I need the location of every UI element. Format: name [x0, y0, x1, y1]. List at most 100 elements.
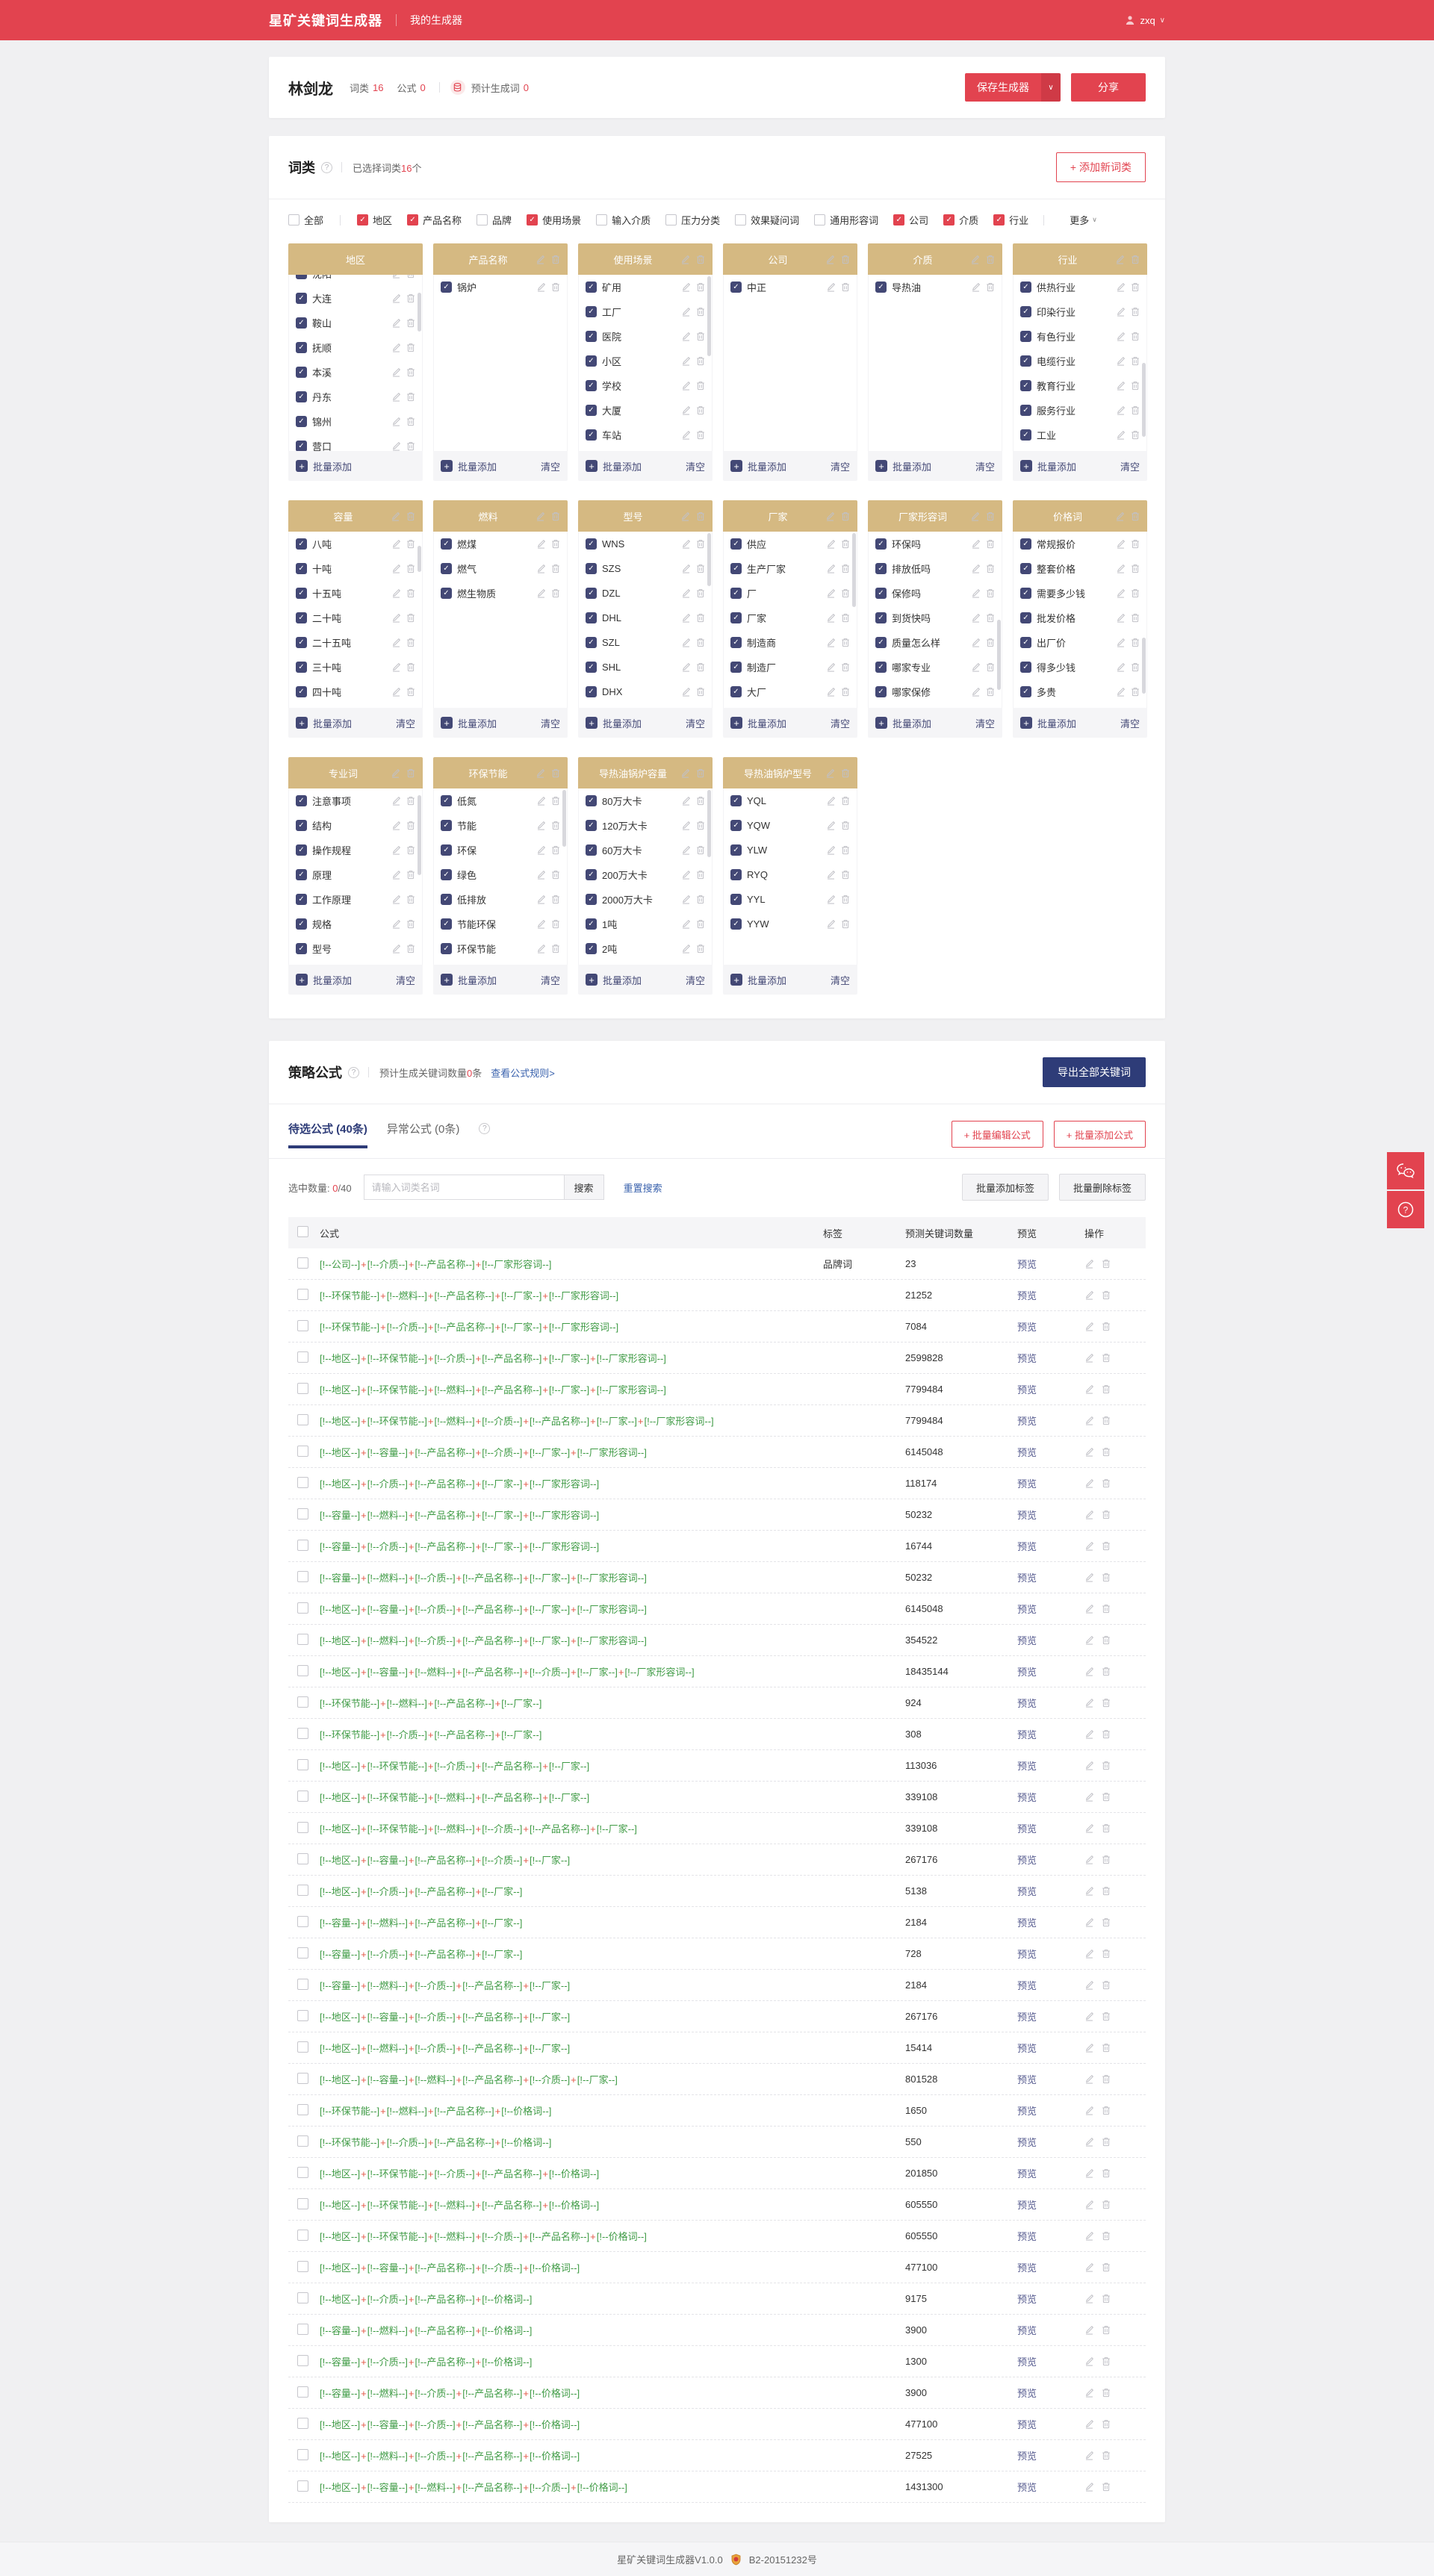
preview-link[interactable]: 预览: [1017, 2325, 1037, 2336]
edit-icon[interactable]: [826, 564, 836, 573]
edit-icon[interactable]: [391, 417, 401, 426]
delete-icon[interactable]: [696, 430, 705, 440]
item-checkbox[interactable]: ✓: [1020, 588, 1031, 599]
item-checkbox[interactable]: ✓: [875, 588, 887, 599]
preview-link[interactable]: 预览: [1017, 2074, 1037, 2085]
row-checkbox[interactable]: [297, 1445, 308, 1457]
item-checkbox[interactable]: ✓: [586, 588, 597, 599]
edit-icon[interactable]: [1084, 1980, 1094, 1990]
plus-icon[interactable]: +: [730, 460, 742, 472]
delete-icon[interactable]: [1131, 255, 1140, 264]
delete-icon[interactable]: [696, 919, 705, 929]
delete-icon[interactable]: [696, 381, 705, 391]
preview-link[interactable]: 预览: [1017, 1980, 1037, 1991]
tab-error-formulas[interactable]: 异常公式 (0条): [386, 1123, 460, 1136]
delete-icon[interactable]: [1102, 1949, 1111, 1959]
delete-icon[interactable]: [551, 255, 560, 264]
batch-add-formula-button[interactable]: + 批量添加公式: [1053, 1121, 1146, 1148]
edit-icon[interactable]: [391, 343, 401, 352]
clear-button[interactable]: 清空: [975, 461, 995, 473]
delete-icon[interactable]: [1102, 2231, 1111, 2241]
item-checkbox[interactable]: ✓: [441, 538, 452, 550]
batch-add-button[interactable]: 批量添加: [748, 974, 787, 986]
filter-checkbox[interactable]: [596, 214, 608, 225]
item-checkbox[interactable]: ✓: [296, 869, 307, 880]
delete-icon[interactable]: [841, 539, 850, 549]
edit-icon[interactable]: [536, 564, 546, 573]
filter-checkbox[interactable]: [288, 214, 299, 225]
filter-品牌[interactable]: 品牌: [477, 213, 512, 227]
filter-介质[interactable]: ✓ 介质: [943, 213, 978, 227]
row-checkbox[interactable]: [297, 1508, 308, 1519]
delete-icon[interactable]: [841, 796, 850, 806]
clear-button[interactable]: 清空: [395, 974, 415, 986]
item-checkbox[interactable]: ✓: [875, 538, 887, 550]
edit-icon[interactable]: [1116, 687, 1126, 697]
edit-icon[interactable]: [681, 564, 691, 573]
item-checkbox[interactable]: ✓: [296, 563, 307, 574]
edit-icon[interactable]: [1084, 1761, 1094, 1770]
delete-icon[interactable]: [696, 332, 705, 341]
item-checkbox[interactable]: ✓: [1020, 686, 1031, 697]
delete-icon[interactable]: [1131, 511, 1140, 521]
delete-icon[interactable]: [1102, 1823, 1111, 1833]
preview-link[interactable]: 预览: [1017, 1447, 1037, 1458]
item-checkbox[interactable]: ✓: [1020, 538, 1031, 550]
delete-icon[interactable]: [1102, 2325, 1111, 2335]
edit-icon[interactable]: [826, 895, 836, 904]
delete-icon[interactable]: [1102, 1290, 1111, 1300]
edit-icon[interactable]: [1084, 2325, 1094, 2335]
delete-icon[interactable]: [696, 613, 705, 623]
row-checkbox[interactable]: [297, 1696, 308, 1708]
item-checkbox[interactable]: ✓: [586, 662, 597, 673]
plus-icon[interactable]: +: [441, 717, 453, 729]
item-checkbox[interactable]: ✓: [441, 795, 452, 806]
delete-icon[interactable]: [841, 870, 850, 880]
item-checkbox[interactable]: ✓: [1020, 662, 1031, 673]
batch-add-button[interactable]: 批量添加: [1037, 718, 1077, 729]
delete-icon[interactable]: [1131, 307, 1140, 317]
plus-icon[interactable]: +: [730, 717, 742, 729]
delete-icon[interactable]: [841, 687, 850, 697]
delete-icon[interactable]: [696, 768, 705, 778]
edit-icon[interactable]: [391, 367, 401, 377]
delete-icon[interactable]: [841, 613, 850, 623]
edit-icon[interactable]: [681, 796, 691, 806]
row-checkbox[interactable]: [297, 2448, 308, 2460]
edit-icon[interactable]: [1084, 2294, 1094, 2303]
item-checkbox[interactable]: ✓: [441, 894, 452, 905]
row-checkbox[interactable]: [297, 2041, 308, 2053]
delete-icon[interactable]: [551, 511, 560, 521]
preview-link[interactable]: 预览: [1017, 2356, 1037, 2368]
batch-add-button[interactable]: 批量添加: [748, 718, 787, 729]
select-all-checkbox[interactable]: [297, 1226, 308, 1237]
delete-icon[interactable]: [551, 539, 560, 549]
edit-icon[interactable]: [825, 255, 835, 264]
row-checkbox[interactable]: [297, 2229, 308, 2241]
edit-icon[interactable]: [826, 796, 836, 806]
delete-icon[interactable]: [406, 687, 415, 697]
edit-icon[interactable]: [1116, 539, 1126, 549]
edit-icon[interactable]: [681, 332, 691, 341]
item-checkbox[interactable]: ✓: [875, 563, 887, 574]
delete-icon[interactable]: [1131, 588, 1140, 598]
edit-icon[interactable]: [391, 821, 401, 830]
item-checkbox[interactable]: ✓: [296, 391, 307, 402]
row-checkbox[interactable]: [297, 2417, 308, 2429]
batch-add-button[interactable]: 批量添加: [313, 974, 353, 986]
edit-icon[interactable]: [391, 796, 401, 806]
delete-icon[interactable]: [551, 588, 560, 598]
item-checkbox[interactable]: ✓: [586, 538, 597, 550]
edit-icon[interactable]: [826, 588, 836, 598]
delete-icon[interactable]: [551, 944, 560, 953]
edit-icon[interactable]: [536, 919, 546, 929]
edit-icon[interactable]: [1084, 1259, 1094, 1269]
delete-icon[interactable]: [406, 821, 415, 830]
batch-add-button[interactable]: 批量添加: [748, 461, 787, 473]
delete-icon[interactable]: [1131, 687, 1140, 697]
delete-icon[interactable]: [1102, 2168, 1111, 2178]
edit-icon[interactable]: [391, 564, 401, 573]
edit-icon[interactable]: [391, 845, 401, 855]
delete-icon[interactable]: [696, 638, 705, 647]
delete-icon[interactable]: [841, 511, 850, 521]
